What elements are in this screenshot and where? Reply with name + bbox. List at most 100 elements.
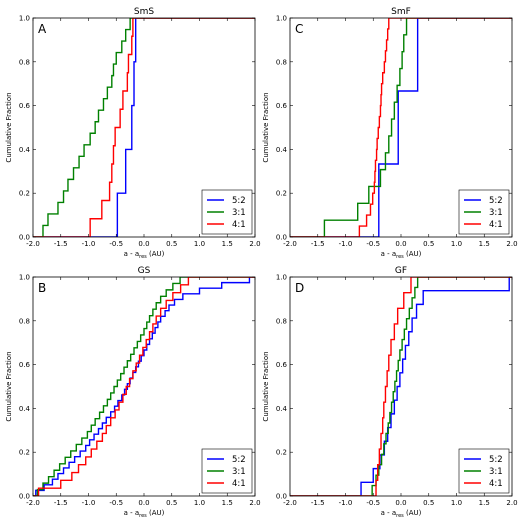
- y-tick-label: 0.2: [19, 190, 30, 198]
- x-tick-label: 0.5: [166, 499, 177, 507]
- x-tick-label: -1.0: [339, 240, 353, 248]
- y-tick-label: 0.4: [19, 405, 31, 413]
- chart-title: SmS: [134, 7, 154, 17]
- x-tick-label: -2.0: [26, 240, 40, 248]
- legend-label: 3:1: [489, 208, 503, 218]
- y-tick-label: 0.2: [19, 449, 30, 457]
- y-tick-label: 0.0: [19, 493, 30, 501]
- y-tick-label: 0.8: [276, 317, 287, 325]
- x-tick-label: -2.0: [283, 240, 297, 248]
- y-tick-label: 0.6: [19, 361, 31, 369]
- y-tick-label: 0.6: [276, 102, 288, 110]
- y-tick-label: 0.4: [276, 146, 288, 154]
- y-tick-label: 1.0: [19, 15, 30, 23]
- series-line-4:1: [33, 18, 255, 237]
- x-tick-label: 0.5: [423, 499, 434, 507]
- series-line-3:1: [290, 18, 512, 237]
- legend-label: 5:2: [232, 455, 246, 465]
- panel-letter: A: [38, 22, 47, 36]
- y-axis-label: Cumulative Fraction: [5, 92, 13, 162]
- y-axis-label: Cumulative Fraction: [262, 351, 270, 421]
- y-tick-label: 0.2: [276, 449, 287, 457]
- x-tick-label: 1.0: [194, 240, 205, 248]
- x-tick-label: 0.0: [395, 240, 406, 248]
- y-tick-label: 0.2: [276, 190, 287, 198]
- x-tick-label: -1.5: [311, 240, 325, 248]
- series-line-5:2: [290, 18, 512, 237]
- series-line-3:1: [33, 277, 255, 496]
- y-axis-label: Cumulative Fraction: [262, 92, 270, 162]
- y-tick-label: 0.8: [19, 58, 30, 66]
- x-tick-label: -1.5: [54, 499, 68, 507]
- panel-GF: -2.0 -1.5 -1.0 -0.5 0.0 0.5 1.0 1.5 2.0 0.0 0.2 0.4…: [262, 266, 518, 519]
- x-tick-label: 2.0: [506, 240, 517, 248]
- series-line-4:1: [290, 277, 512, 496]
- series-line-3:1: [290, 277, 512, 496]
- x-tick-label: 1.5: [479, 499, 490, 507]
- panel-letter: D: [295, 281, 304, 295]
- legend-label: 4:1: [489, 220, 503, 230]
- legend: 5:2 3:1 4:1: [201, 448, 253, 494]
- legend: 5:2 3:1 4:1: [201, 189, 253, 235]
- x-tick-label: 1.5: [479, 240, 490, 248]
- x-tick-label: 0.0: [395, 499, 406, 507]
- x-tick-label: 0.5: [423, 240, 434, 248]
- y-tick-label: 1.0: [276, 15, 287, 23]
- x-tick-label: 0.0: [138, 499, 149, 507]
- x-axis-label: a - ares (AU): [381, 509, 422, 519]
- legend-label: 5:2: [489, 455, 503, 465]
- x-tick-label: -1.5: [311, 499, 325, 507]
- series-line-3:1: [33, 18, 255, 237]
- legend-label: 5:2: [232, 196, 246, 206]
- x-tick-label: 1.0: [451, 499, 462, 507]
- y-tick-label: 0.4: [276, 405, 288, 413]
- legend-label: 3:1: [232, 467, 246, 477]
- x-axis-label: a - ares (AU): [124, 250, 165, 260]
- legend-label: 4:1: [232, 479, 246, 489]
- x-tick-label: -0.5: [109, 499, 123, 507]
- x-tick-label: -1.0: [82, 240, 96, 248]
- chart-title: GF: [395, 266, 407, 276]
- legend-label: 4:1: [489, 479, 503, 489]
- x-tick-label: -2.0: [283, 499, 297, 507]
- x-tick-label: 1.5: [222, 499, 233, 507]
- y-tick-label: 0.0: [19, 234, 30, 242]
- y-tick-label: 0.0: [276, 493, 287, 501]
- x-tick-label: -0.5: [109, 240, 123, 248]
- chart-title: GS: [138, 266, 151, 276]
- series-line-4:1: [290, 18, 512, 237]
- x-tick-label: 1.5: [222, 240, 233, 248]
- x-tick-label: -1.5: [54, 240, 68, 248]
- x-tick-label: 2.0: [249, 499, 260, 507]
- x-tick-label: -0.5: [366, 240, 380, 248]
- x-tick-label: 1.0: [451, 240, 462, 248]
- legend-label: 5:2: [489, 196, 503, 206]
- x-tick-label: 0.0: [138, 240, 149, 248]
- y-tick-label: 0.6: [276, 361, 288, 369]
- legend-label: 3:1: [489, 467, 503, 477]
- legend: 5:2 3:1 4:1: [458, 448, 510, 494]
- legend-label: 3:1: [232, 208, 246, 218]
- x-tick-label: -2.0: [26, 499, 40, 507]
- x-tick-label: -1.0: [82, 499, 96, 507]
- panel-SmF: -2.0 -1.5 -1.0 -0.5 0.0 0.5 1.0 1.5 2.0 0.0 0.2 0.4…: [262, 7, 518, 260]
- chart-title: SmF: [391, 7, 411, 17]
- x-axis-label: a - ares (AU): [381, 250, 422, 260]
- x-tick-label: -0.5: [366, 499, 380, 507]
- y-tick-label: 0.8: [19, 317, 30, 325]
- panel-SmS: -2.0 -1.5 -1.0 -0.5 0.0 0.5 1.0 1.5 2.0 0.0 0.2 0.4…: [5, 7, 261, 260]
- panel-letter: C: [295, 22, 303, 36]
- panel-letter: B: [38, 281, 46, 295]
- y-tick-label: 0.6: [19, 102, 31, 110]
- legend-label: 4:1: [232, 220, 246, 230]
- series-line-4:1: [33, 277, 255, 496]
- y-tick-label: 0.0: [276, 234, 287, 242]
- x-axis-label: a - ares (AU): [124, 509, 165, 519]
- series-line-5:2: [33, 18, 255, 237]
- y-tick-label: 0.4: [19, 146, 31, 154]
- x-tick-label: 0.5: [166, 240, 177, 248]
- panel-GS: -2.0 -1.5 -1.0 -0.5 0.0 0.5 1.0 1.5 2.0 0.0 0.2 0.4…: [5, 266, 261, 519]
- x-tick-label: 1.0: [194, 499, 205, 507]
- y-tick-label: 1.0: [276, 274, 287, 282]
